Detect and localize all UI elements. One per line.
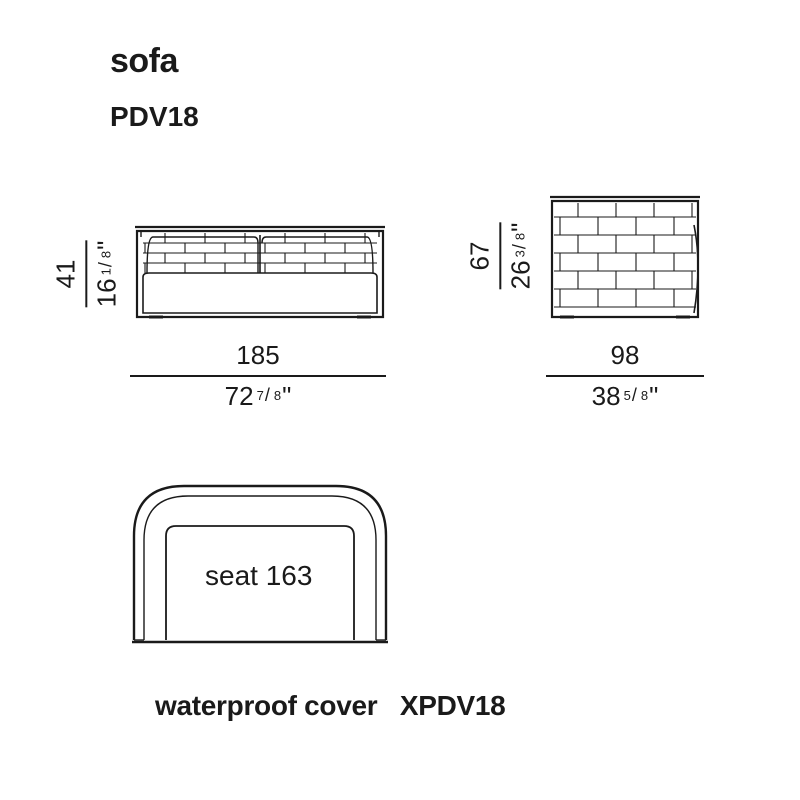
dim-side-depth: 98 385/8" [546,340,704,412]
front-width-cm: 185 [130,340,386,377]
footer: waterproof cover XPDV18 [155,690,505,722]
product-name: sofa [110,42,199,81]
cover-code: XPDV18 [400,690,506,721]
cover-label: waterproof cover [155,690,377,721]
side-elevation [550,195,700,325]
front-width-inch: 727/8" [130,377,386,412]
seat-dimension-label: seat 163 [205,560,312,592]
front-height-inch: 161/8" [87,241,122,308]
side-height-inch: 263/8" [501,223,536,290]
side-depth-inch: 385/8" [546,377,704,412]
header: sofa PDV18 [110,42,199,133]
dim-front-height: 41 161/8" [46,238,126,310]
side-height-cm: 67 [464,223,501,290]
dim-side-height: 67 263/8" [460,220,540,292]
side-depth-cm: 98 [546,340,704,377]
front-height-cm: 41 [50,241,87,308]
model-code: PDV18 [110,101,199,133]
dim-front-width: 185 727/8" [130,340,386,412]
front-elevation [135,225,385,325]
